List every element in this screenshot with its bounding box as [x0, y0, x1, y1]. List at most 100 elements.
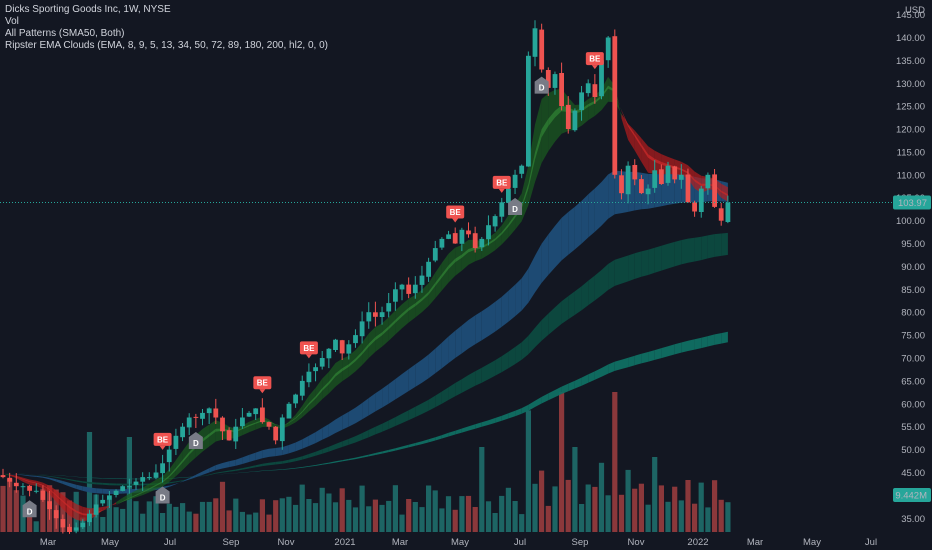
marker-box [155, 486, 170, 504]
candle-body [366, 312, 372, 322]
price-tick-label: 90.00 [901, 262, 925, 273]
ema-cloud-8-9 [535, 129, 542, 160]
candle-body [466, 230, 471, 235]
ema-cloud-8-9 [594, 95, 602, 104]
volume-bar [698, 482, 704, 532]
ema-cloud-72-89 [521, 335, 529, 360]
candle-body [279, 417, 285, 442]
candle-body [53, 510, 59, 519]
candle-body [718, 208, 724, 221]
ema-cloud-72-89 [36, 475, 43, 476]
ema-cloud-8-9 [242, 424, 250, 430]
ema-cloud-5-13 [109, 502, 117, 507]
ema-cloud-8-9 [342, 364, 349, 372]
ema-cloud-180-200 [441, 432, 449, 439]
time-tick-label: Jul [164, 537, 176, 548]
legend-ema-clouds[interactable]: Ripster EMA Clouds (EMA, 8, 9, 5, 13, 34… [5, 40, 328, 51]
volume-bar [153, 496, 159, 532]
ema-cloud-34-50 [674, 174, 682, 204]
ema-cloud-180-200 [654, 348, 662, 360]
ema-cloud-72-89 [455, 379, 462, 397]
time-axis[interactable]: Mar May Jul Sep Nov 2021 Mar May Jul Sep Nov 2022 Ma… [40, 537, 877, 548]
candle-body [47, 501, 52, 510]
ema-cloud-180-200 [641, 352, 649, 364]
marker-label: D [539, 84, 545, 93]
volume-bar [160, 513, 166, 532]
volume-bar [266, 514, 272, 532]
ema-cloud-8-9 [109, 504, 117, 509]
ema-cloud-72-89 [116, 483, 123, 486]
ema-cloud-72-89 [275, 461, 283, 465]
ema-cloud-8-9 [9, 474, 17, 477]
ema-cloud-180-200 [122, 478, 130, 480]
legend-volume[interactable]: Vol [5, 16, 19, 27]
ema-cloud-180-200 [322, 462, 329, 465]
ema-cloud-180-200 [608, 361, 615, 374]
ema-cloud-5-13 [535, 99, 542, 183]
ema-cloud-180-200 [581, 374, 589, 386]
ema-cloud-8-9 [441, 265, 449, 278]
candle-body [373, 312, 378, 317]
ema-cloud-72-89 [501, 351, 509, 373]
ema-cloud-5-13 [182, 441, 190, 470]
marker-pointer [591, 65, 598, 70]
candle-body [7, 477, 13, 482]
price-tick-label: 70.00 [901, 354, 925, 365]
ema-cloud-72-89 [29, 474, 37, 476]
ema-cloud-8-9 [69, 506, 77, 513]
ema-cloud-34-50 [269, 448, 276, 457]
volume-bar [525, 410, 531, 532]
candle-body [153, 472, 159, 478]
ema-cloud-34-50 [169, 483, 176, 487]
volume-bar [173, 506, 179, 532]
candle-body [13, 482, 19, 487]
ema-cloud-34-50 [189, 474, 196, 480]
ema-cloud-72-89 [262, 462, 269, 467]
ema-cloud-72-89 [495, 356, 502, 376]
volume-bar [412, 502, 418, 532]
ema-cloud-180-200 [634, 353, 642, 366]
candle-body [685, 174, 691, 203]
ema-cloud-180-200 [275, 469, 283, 471]
volume-bar [712, 480, 718, 532]
volume-bar [672, 486, 678, 532]
ema-cloud-8-9 [328, 373, 336, 385]
ema-cloud-72-89 [56, 476, 63, 479]
volume-bar [665, 501, 671, 532]
price-tick-label: 135.00 [896, 56, 925, 67]
ema-cloud-34-50 [29, 475, 37, 477]
candle-body [200, 412, 205, 419]
ema-cloud-8-9 [315, 388, 323, 399]
price-tick-label: 55.00 [901, 422, 925, 433]
ema-cloud-34-50 [348, 407, 356, 427]
ema-cloud-72-89 [315, 449, 323, 456]
legend-symbol[interactable]: Dicks Sporting Goods Inc, 1W, NYSE [5, 4, 171, 15]
candle-body [572, 110, 578, 131]
ema-cloud-72-89 [362, 429, 369, 440]
volume-bar [279, 498, 285, 532]
candle-body [266, 422, 272, 427]
volume-bar [452, 509, 458, 532]
ema-cloud-72-89 [62, 478, 70, 481]
legend-all-patterns[interactable]: All Patterns (SMA50, Both) [5, 28, 125, 39]
ema-cloud-8-9 [468, 246, 476, 253]
ema-cloud-72-89 [322, 446, 329, 454]
ema-cloud-8-9 [308, 396, 316, 405]
volume-bar [645, 504, 651, 532]
ema-cloud-72-89 [688, 237, 695, 263]
time-tick-label: Nov [628, 537, 645, 548]
ema-cloud-180-200 [382, 449, 389, 454]
volume-bar [186, 511, 192, 532]
ema-cloud-5-13 [175, 450, 183, 477]
ema-cloud-72-89 [82, 481, 90, 484]
candle-body [306, 371, 312, 383]
ema-cloud-8-9 [388, 319, 396, 330]
candle-body [552, 74, 558, 88]
ema-cloud-72-89 [608, 259, 615, 290]
time-tick-label: Sep [223, 537, 240, 548]
price-axis[interactable]: 35.0040.0045.0050.0055.0060.0065.0070.00… [896, 5, 925, 525]
ema-cloud-8-9 [422, 291, 429, 301]
ema-cloud-8-9 [435, 274, 442, 286]
ema-cloud-8-9 [348, 358, 356, 367]
